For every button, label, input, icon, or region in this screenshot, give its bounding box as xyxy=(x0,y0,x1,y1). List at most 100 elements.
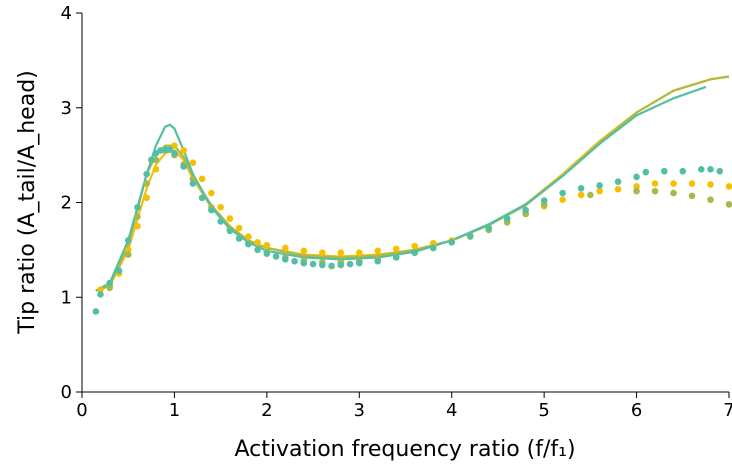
point xyxy=(189,159,197,167)
x-tick-label: 7 xyxy=(723,400,732,421)
point xyxy=(143,180,150,187)
point xyxy=(189,180,197,187)
y-tick-label: 0 xyxy=(61,382,72,403)
point xyxy=(633,173,640,181)
point xyxy=(485,224,492,232)
point xyxy=(300,247,308,255)
point xyxy=(651,187,659,195)
x-tick-label: 2 xyxy=(261,400,272,421)
point xyxy=(411,242,419,250)
point xyxy=(328,262,335,270)
point xyxy=(124,237,132,244)
point xyxy=(217,203,224,211)
point xyxy=(124,246,132,254)
point xyxy=(263,250,271,257)
point xyxy=(115,267,123,275)
point xyxy=(337,249,345,257)
point xyxy=(309,260,317,268)
point xyxy=(670,189,677,197)
point xyxy=(134,222,141,230)
point xyxy=(217,218,224,225)
point xyxy=(148,156,155,164)
point xyxy=(411,249,419,257)
point xyxy=(189,175,197,183)
point xyxy=(254,246,261,254)
point xyxy=(106,279,114,287)
point xyxy=(97,286,104,293)
y-tick-label: 2 xyxy=(61,193,72,214)
point xyxy=(319,249,326,257)
x-tick-label: 4 xyxy=(446,400,457,421)
point xyxy=(679,167,687,175)
x-axis-label: Activation frequency ratio (f/f₁) xyxy=(234,437,575,462)
point xyxy=(143,194,150,202)
point xyxy=(596,182,603,189)
point xyxy=(697,166,705,173)
point xyxy=(540,197,548,204)
point xyxy=(355,249,363,257)
point xyxy=(272,253,280,260)
line xyxy=(95,85,707,292)
point xyxy=(337,261,345,269)
point xyxy=(226,215,234,222)
point xyxy=(152,166,160,173)
point xyxy=(235,224,243,232)
point xyxy=(208,206,215,214)
point xyxy=(161,146,169,153)
point xyxy=(355,259,363,267)
point xyxy=(282,244,289,252)
point xyxy=(291,257,298,265)
point xyxy=(466,232,474,239)
point xyxy=(208,189,215,197)
point xyxy=(670,180,677,187)
point xyxy=(97,291,104,298)
point xyxy=(263,241,271,249)
x-tick-label: 5 xyxy=(538,400,549,421)
point xyxy=(374,257,382,265)
point xyxy=(166,146,174,153)
y-axis-label: Tip ratio (A_tail/A_head) xyxy=(15,70,40,334)
point xyxy=(134,203,141,211)
point xyxy=(392,245,400,253)
point xyxy=(707,181,714,188)
point xyxy=(503,215,511,222)
point xyxy=(577,184,585,192)
point xyxy=(300,259,308,267)
point xyxy=(688,180,696,187)
point xyxy=(143,170,150,178)
point xyxy=(254,238,261,246)
x-tick-label: 6 xyxy=(631,400,642,421)
point xyxy=(559,196,566,203)
point xyxy=(596,187,603,195)
point xyxy=(282,256,289,263)
point xyxy=(429,244,437,252)
point xyxy=(522,206,529,214)
point xyxy=(392,254,400,261)
point xyxy=(171,149,178,157)
point xyxy=(587,191,594,199)
point xyxy=(448,238,456,246)
point xyxy=(661,167,668,175)
point xyxy=(124,251,132,258)
point xyxy=(614,185,622,193)
point xyxy=(688,192,696,200)
point xyxy=(245,240,252,248)
point xyxy=(614,178,622,185)
point xyxy=(319,261,326,269)
point xyxy=(429,239,437,247)
point xyxy=(725,201,732,208)
point xyxy=(180,147,187,154)
point xyxy=(198,194,206,202)
point xyxy=(134,213,141,221)
point xyxy=(92,308,100,315)
x-tick-label: 3 xyxy=(354,400,365,421)
point xyxy=(707,166,714,173)
point xyxy=(633,183,640,190)
y-tick-label: 3 xyxy=(61,98,72,119)
y-tick-label: 1 xyxy=(61,287,72,308)
point xyxy=(245,233,252,240)
point xyxy=(171,142,178,149)
point xyxy=(226,227,234,235)
point xyxy=(180,163,187,170)
point xyxy=(642,168,650,176)
